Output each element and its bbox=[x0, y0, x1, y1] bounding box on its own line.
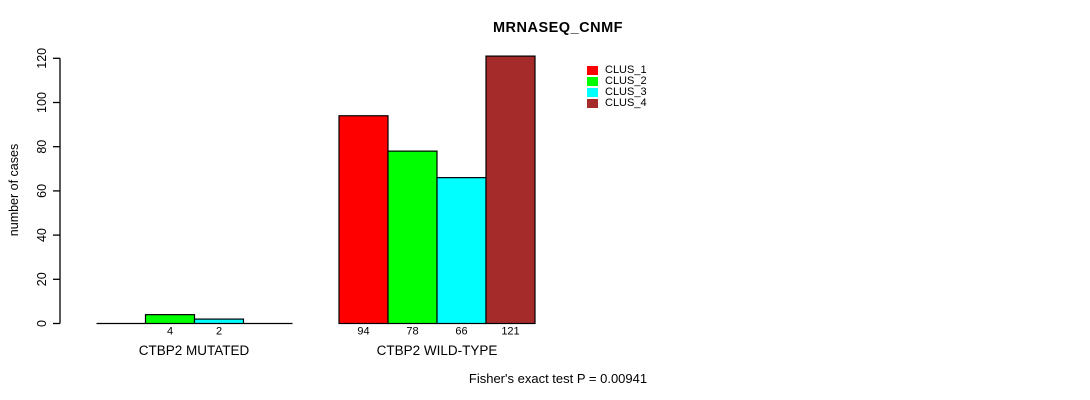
y-tick-label: 40 bbox=[35, 228, 49, 242]
legend-label-clus-4: CLUS_4 bbox=[605, 97, 647, 109]
legend-item-clus-1: CLUS_1 bbox=[587, 65, 647, 76]
legend-label-clus-3: CLUS_3 bbox=[605, 86, 647, 98]
legend-label-clus-1: CLUS_1 bbox=[605, 64, 647, 76]
y-tick-label: 20 bbox=[35, 272, 49, 286]
legend-item-clus-4: CLUS_4 bbox=[587, 98, 647, 109]
bar-value-label: 121 bbox=[501, 326, 519, 338]
bar-value-label: 94 bbox=[357, 326, 369, 338]
legend-swatch-clus-1 bbox=[587, 66, 598, 75]
legend: CLUS_1 CLUS_2 CLUS_3 CLUS_4 bbox=[587, 65, 647, 109]
bar-value-label: 66 bbox=[455, 326, 467, 338]
y-tick-label: 0 bbox=[35, 320, 49, 327]
bar-clus_3-group0 bbox=[193, 318, 245, 325]
bar-clus_4-group1 bbox=[485, 55, 536, 325]
y-tick-label: 100 bbox=[35, 92, 49, 113]
chart-title: MRNASEQ_CNMF bbox=[492, 20, 624, 36]
y-tick-label: 120 bbox=[35, 48, 49, 69]
legend-item-clus-3: CLUS_3 bbox=[587, 87, 647, 98]
y-tick-label: 80 bbox=[35, 140, 49, 154]
group-label-mutated: CTBP2 MUTATED bbox=[138, 343, 250, 358]
bar-clus_3-group1 bbox=[436, 177, 487, 325]
legend-item-clus-2: CLUS_2 bbox=[587, 76, 647, 87]
bar-clus_2-group1 bbox=[387, 150, 438, 325]
bar-value-label: 4 bbox=[167, 326, 173, 338]
legend-label-clus-2: CLUS_2 bbox=[605, 75, 647, 87]
group-label-wild-type: CTBP2 WILD-TYPE bbox=[376, 343, 498, 358]
y-tick-label: 60 bbox=[35, 184, 49, 198]
legend-swatch-clus-2 bbox=[587, 77, 598, 86]
bar-value-label: 2 bbox=[216, 326, 222, 338]
bar-clus_2-group0 bbox=[144, 314, 196, 325]
bar-clus_1-group1 bbox=[338, 115, 389, 325]
legend-swatch-clus-4 bbox=[587, 99, 598, 108]
bar-value-label: 78 bbox=[406, 326, 418, 338]
fisher-test-annotation: Fisher's exact test P = 0.00941 bbox=[468, 371, 648, 386]
legend-swatch-clus-3 bbox=[587, 88, 598, 97]
